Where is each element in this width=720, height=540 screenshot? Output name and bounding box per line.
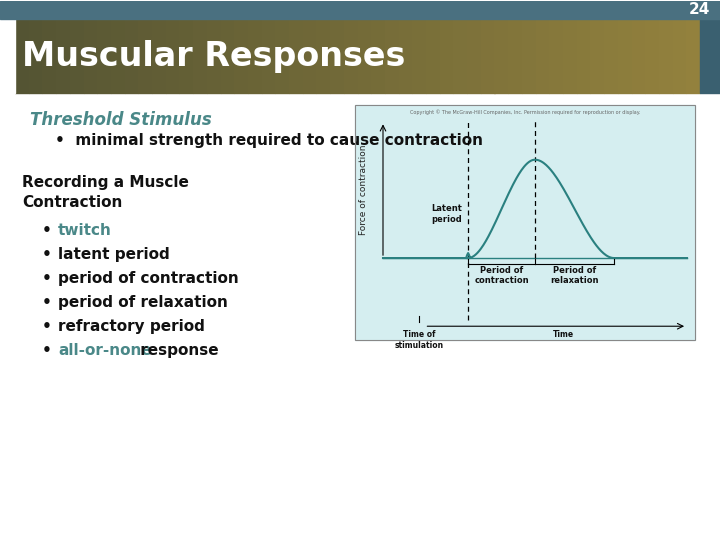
Bar xyxy=(426,18,440,93)
Text: •: • xyxy=(42,247,52,262)
Text: response: response xyxy=(135,343,219,358)
Bar xyxy=(56,18,70,93)
Bar xyxy=(659,18,672,93)
Bar xyxy=(454,18,467,93)
Text: Latent
period: Latent period xyxy=(431,204,462,224)
Bar xyxy=(207,18,220,93)
Text: period of relaxation: period of relaxation xyxy=(58,295,228,310)
Bar xyxy=(302,18,316,93)
Bar xyxy=(316,18,330,93)
Bar xyxy=(193,18,207,93)
Bar xyxy=(261,18,275,93)
Bar xyxy=(330,18,344,93)
Bar xyxy=(138,18,152,93)
Bar xyxy=(355,105,695,340)
Bar xyxy=(618,18,631,93)
Bar xyxy=(275,18,289,93)
Text: all-or-none: all-or-none xyxy=(58,343,152,358)
Bar xyxy=(344,18,358,93)
Bar xyxy=(179,18,193,93)
Bar xyxy=(248,18,261,93)
Bar xyxy=(481,18,495,93)
Bar xyxy=(0,18,15,93)
Text: Period of
contraction: Period of contraction xyxy=(474,266,529,286)
Bar xyxy=(700,18,720,93)
Text: •: • xyxy=(42,319,52,334)
Text: Recording a Muscle: Recording a Muscle xyxy=(22,176,189,191)
Bar xyxy=(399,18,413,93)
Text: Period of
relaxation: Period of relaxation xyxy=(550,266,599,286)
Bar xyxy=(385,18,399,93)
Bar xyxy=(440,18,454,93)
Text: latent period: latent period xyxy=(58,247,170,262)
Bar xyxy=(495,18,508,93)
Bar xyxy=(577,18,590,93)
Bar xyxy=(220,18,234,93)
Text: period of contraction: period of contraction xyxy=(58,271,239,286)
Bar xyxy=(166,18,179,93)
Bar xyxy=(645,18,659,93)
Bar xyxy=(549,18,563,93)
Bar xyxy=(590,18,604,93)
Text: Copyright © The McGraw-Hill Companies, Inc. Permission required for reproduction: Copyright © The McGraw-Hill Companies, I… xyxy=(410,110,640,115)
Text: refractory period: refractory period xyxy=(58,319,205,334)
Text: Threshold Stimulus: Threshold Stimulus xyxy=(30,111,212,130)
Bar xyxy=(563,18,577,93)
Text: •: • xyxy=(42,343,52,358)
Bar xyxy=(15,18,29,93)
Bar xyxy=(604,18,618,93)
Bar xyxy=(372,18,385,93)
Text: Time: Time xyxy=(553,330,574,339)
Bar xyxy=(467,18,481,93)
Text: twitch: twitch xyxy=(58,224,112,238)
Bar xyxy=(84,18,97,93)
Bar xyxy=(42,18,56,93)
Bar xyxy=(111,18,125,93)
Text: •  minimal strength required to cause contraction: • minimal strength required to cause con… xyxy=(55,133,483,148)
Bar xyxy=(413,18,426,93)
Bar xyxy=(536,18,549,93)
Text: 24: 24 xyxy=(688,2,710,17)
Text: •: • xyxy=(42,224,52,238)
Bar xyxy=(355,105,695,340)
Bar xyxy=(152,18,166,93)
Bar xyxy=(0,1,720,18)
Text: •: • xyxy=(42,271,52,286)
Bar xyxy=(631,18,645,93)
Bar xyxy=(70,18,84,93)
Bar xyxy=(289,18,302,93)
Bar xyxy=(29,18,42,93)
Text: Force of contraction: Force of contraction xyxy=(359,145,367,235)
Bar xyxy=(234,18,248,93)
Text: Time of
stimulation: Time of stimulation xyxy=(395,330,444,349)
Bar xyxy=(522,18,536,93)
Text: Muscular Responses: Muscular Responses xyxy=(22,39,405,72)
Bar xyxy=(97,18,111,93)
Bar xyxy=(508,18,522,93)
Bar xyxy=(686,18,700,93)
Text: Contraction: Contraction xyxy=(22,195,122,211)
Bar xyxy=(125,18,138,93)
Text: •: • xyxy=(42,295,52,310)
Bar xyxy=(358,18,372,93)
Bar xyxy=(672,18,686,93)
